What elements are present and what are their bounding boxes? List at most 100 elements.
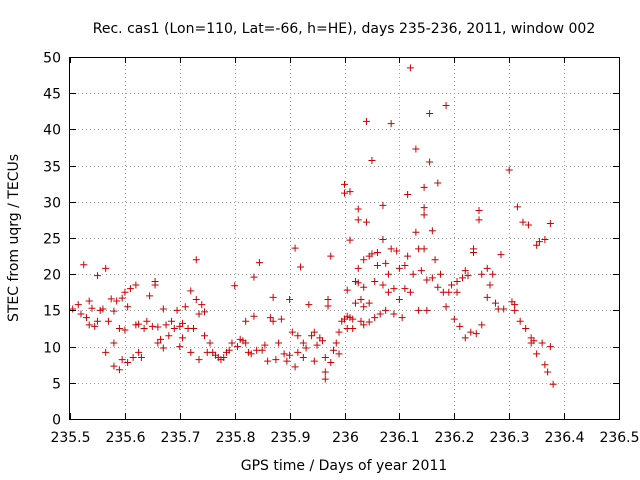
data-point: [415, 306, 423, 314]
data-point: [434, 283, 442, 291]
plot-frame: [69, 57, 620, 420]
data-point: [74, 301, 82, 309]
data-point: [85, 297, 93, 305]
data-point: [321, 353, 329, 361]
data-point: [291, 363, 299, 371]
data-point: [360, 256, 368, 264]
data-point: [272, 356, 280, 364]
gridlines: [70, 57, 619, 419]
data-point: [395, 296, 403, 304]
data-point: [179, 334, 187, 342]
data-point: [258, 346, 266, 354]
data-point: [319, 337, 327, 345]
data-point: [349, 325, 357, 332]
data-point: [181, 303, 189, 311]
data-point: [379, 201, 387, 209]
data-point: [275, 339, 283, 347]
data-point: [365, 299, 373, 307]
data-point: [324, 296, 332, 304]
data-point: [77, 310, 85, 318]
data-point: [187, 348, 195, 356]
data-point: [373, 248, 381, 256]
data-point: [406, 64, 414, 72]
data-point: [261, 341, 269, 349]
data-point: [475, 206, 483, 214]
data-point: [110, 339, 118, 347]
data-point: [121, 288, 129, 296]
data-point: [453, 288, 461, 296]
data-point: [288, 328, 296, 336]
y-tick-label: 20: [43, 268, 61, 284]
x-tick-label: 235.8: [215, 430, 255, 446]
data-point: [146, 292, 154, 300]
data-point: [247, 350, 255, 358]
data-point: [357, 317, 365, 325]
data-point: [409, 270, 417, 278]
data-point: [393, 247, 401, 255]
data-point: [500, 305, 508, 313]
data-point: [357, 296, 365, 304]
data-point: [118, 356, 126, 364]
data-point: [308, 332, 316, 340]
data-point: [533, 241, 541, 249]
data-point: [93, 272, 101, 280]
data-point: [154, 323, 162, 331]
data-point: [384, 270, 392, 278]
data-point: [91, 322, 99, 330]
data-point: [173, 306, 181, 314]
data-point: [110, 307, 118, 315]
data-point: [297, 263, 305, 271]
data-point: [360, 321, 368, 329]
data-point: [118, 294, 126, 302]
data-point: [420, 183, 428, 191]
data-point: [286, 351, 294, 359]
data-point: [302, 344, 310, 352]
data-point: [401, 285, 409, 293]
data-point: [384, 288, 392, 296]
data-point: [283, 357, 291, 365]
x-tick-label: 235.9: [270, 430, 310, 446]
x-tick-label: 236.1: [379, 430, 419, 446]
data-point: [354, 205, 362, 213]
data-point: [291, 244, 299, 252]
tick-marks: [70, 57, 620, 420]
data-point: [335, 328, 343, 336]
data-point: [176, 343, 184, 351]
data-point: [220, 353, 228, 361]
data-point: [541, 235, 549, 243]
data-point: [423, 276, 431, 284]
data-point: [549, 380, 557, 388]
data-point: [442, 303, 450, 311]
data-point: [250, 273, 258, 281]
data-point: [233, 343, 241, 351]
data-point: [269, 317, 277, 325]
data-point: [225, 346, 233, 354]
data-point: [335, 350, 343, 358]
data-point: [143, 317, 151, 325]
data-point: [266, 314, 274, 322]
data-point: [491, 299, 499, 307]
data-point: [327, 252, 335, 260]
data-point: [201, 332, 209, 340]
data-point: [129, 353, 137, 361]
y-tick-label: 50: [43, 51, 61, 67]
data-point: [140, 325, 148, 332]
data-point: [310, 357, 318, 365]
data-point: [420, 211, 428, 219]
data-point: [93, 317, 101, 325]
data-point: [346, 236, 354, 244]
data-point: [82, 314, 90, 322]
data-point: [332, 339, 340, 347]
data-point: [448, 281, 456, 289]
y-tick-label: 35: [43, 160, 61, 176]
data-point: [387, 245, 395, 253]
data-point: [280, 350, 288, 358]
data-point: [497, 251, 505, 259]
data-point: [390, 285, 398, 293]
x-tick-label: 236.4: [544, 430, 584, 446]
data-point: [379, 281, 387, 289]
data-point: [321, 368, 329, 376]
data-point: [387, 120, 395, 128]
data-point: [198, 301, 206, 309]
data-point: [170, 325, 178, 332]
